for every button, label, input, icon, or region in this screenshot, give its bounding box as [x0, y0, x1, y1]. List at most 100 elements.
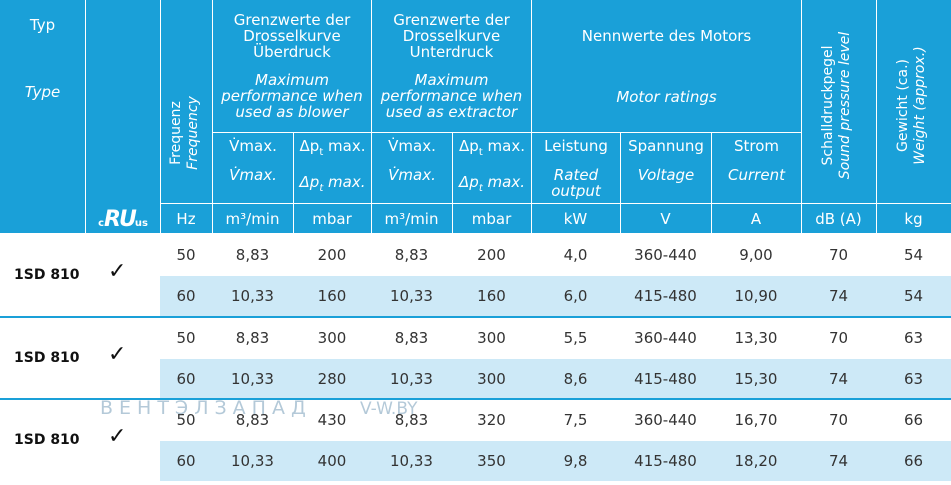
unit-cell: V [660, 210, 671, 228]
overpressure-title-en: Maximum performance when used as blower [221, 71, 363, 121]
table-cell: 63 [903, 329, 924, 347]
table-cell: 10,33 [390, 370, 433, 388]
frequency-header: Frequenz Frequency [168, 96, 201, 170]
table-cell: 70 [828, 246, 849, 264]
unit-cell: m³/min [225, 210, 280, 228]
table-cell: 8,83 [394, 246, 429, 264]
table-cell: 18,20 [734, 452, 778, 470]
table-cell: 66 [903, 411, 924, 429]
table-cell: 16,70 [734, 411, 778, 429]
checkmark-icon: ✓ [108, 424, 127, 449]
table-cell: 74 [828, 287, 849, 305]
table-cell: 9,8 [563, 452, 588, 470]
divider [371, 0, 372, 233]
unit-cell: mbar [471, 210, 512, 228]
table-cell: 8,83 [394, 329, 429, 347]
type-label: 1SD 810 [14, 432, 80, 448]
unit-cell: dB (A) [815, 210, 862, 228]
dp-header-under: Δpt max. Δpt max. [459, 137, 525, 194]
table-cell: 60 [176, 287, 196, 305]
dp-header-over: Δpt max. Δpt max. [299, 137, 366, 194]
overpressure-title-de: Grenzwerte der Drosselkurve Überdruck [233, 11, 351, 61]
unit-cell: kW [563, 210, 588, 228]
table-cell: 10,33 [231, 370, 274, 388]
divider [876, 0, 877, 233]
type-label: 1SD 810 [14, 350, 80, 366]
type-label-en: Type [24, 83, 61, 101]
table-cell: 70 [828, 411, 849, 429]
table-cell: 50 [176, 411, 196, 429]
unit-cell: kg [904, 210, 923, 228]
table-cell: 8,6 [563, 370, 588, 388]
table-cell: 60 [176, 370, 196, 388]
table-cell: 430 [317, 411, 347, 429]
table-cell: 320 [477, 411, 506, 429]
table-cell: 415-480 [634, 287, 697, 305]
table-cell: 15,30 [734, 370, 778, 388]
table-cell: 360-440 [634, 411, 697, 429]
table-cell: 66 [903, 452, 924, 470]
table-cell: 415-480 [634, 370, 697, 388]
weight-header: Gewicht (ca.) Weight (approx.) [895, 46, 928, 165]
table-cell: 8,83 [235, 246, 270, 264]
underpressure-title-de: Grenzwerte der Drosselkurve Unterdruck [393, 11, 510, 61]
table-cell: 4,0 [563, 246, 588, 264]
divider [452, 132, 453, 233]
table-cell: 9,00 [739, 246, 773, 264]
table-cell: 300 [477, 329, 506, 347]
table-row: 50 8,83 200 8,83 200 4,0 360-440 9,00 70 54 [160, 235, 951, 275]
motor-title-en: Motor ratings [616, 88, 717, 106]
type-label: 1SD 810 [14, 267, 80, 283]
table-cell: 10,33 [231, 287, 274, 305]
table-row: 60 10,33 280 10,33 300 8,6 415-480 15,30 74 63 [160, 359, 951, 399]
watermark-site: V-W.BY [360, 399, 418, 419]
table-cell: 300 [317, 329, 347, 347]
divider [160, 203, 951, 204]
divider [212, 132, 801, 133]
watermark-brand: ВЕНТЭЛЗАПАД [100, 397, 312, 419]
current-header: Strom Current [728, 137, 785, 184]
table-cell: 5,5 [563, 329, 588, 347]
table-cell: 70 [828, 329, 849, 347]
table-cell: 200 [317, 246, 347, 264]
table-cell: 200 [477, 246, 506, 264]
table-row: 60 10,33 160 10,33 160 6,0 415-480 10,90 74 54 [160, 276, 951, 316]
table-cell: 74 [828, 452, 849, 470]
table-row: 50 8,83 430 8,83 320 7,5 360-440 16,70 70 66 [160, 400, 951, 440]
divider [293, 132, 294, 233]
table-cell: 360-440 [634, 329, 697, 347]
table-cell: 10,33 [390, 287, 433, 305]
table-cell: 10,33 [390, 452, 433, 470]
table-cell: 350 [477, 452, 506, 470]
table-cell: 10,90 [734, 287, 778, 305]
unit-cell: mbar [312, 210, 352, 228]
vmax-header-under: V̇max. V̇max. [388, 137, 436, 184]
sound-header: Schalldruckpegel Sound pressure level [820, 31, 853, 180]
type-label-de: Typ [29, 16, 56, 34]
table-cell: 7,5 [563, 411, 588, 429]
table-cell: 13,30 [734, 329, 778, 347]
table-cell: 74 [828, 370, 849, 388]
cru-us-logo: cRUus [98, 207, 148, 232]
unit-cell: A [750, 210, 762, 228]
table-cell: 6,0 [563, 287, 588, 305]
underpressure-title-en: Maximum performance when used as extract… [380, 71, 523, 121]
motor-title-de: Nennwerte des Motors [581, 27, 752, 45]
divider [160, 0, 161, 233]
vmax-header-over: V̇max. V̇max. [229, 137, 277, 184]
table-cell: 300 [477, 370, 506, 388]
checkmark-icon: ✓ [108, 342, 127, 367]
table-cell: 54 [903, 246, 924, 264]
table-cell: 360-440 [634, 246, 697, 264]
checkmark-icon: ✓ [108, 259, 127, 284]
table-row: 60 10,33 400 10,33 350 9,8 415-480 18,20 74 66 [160, 441, 951, 481]
table-cell: 10,33 [231, 452, 274, 470]
unit-cell: m³/min [384, 210, 439, 228]
group-divider [0, 398, 951, 400]
table-cell: 63 [903, 370, 924, 388]
divider [212, 0, 213, 233]
voltage-header: Spannung Voltage [628, 137, 704, 184]
divider [85, 0, 86, 233]
table-cell: 400 [317, 452, 347, 470]
unit-cell: Hz [176, 210, 196, 228]
